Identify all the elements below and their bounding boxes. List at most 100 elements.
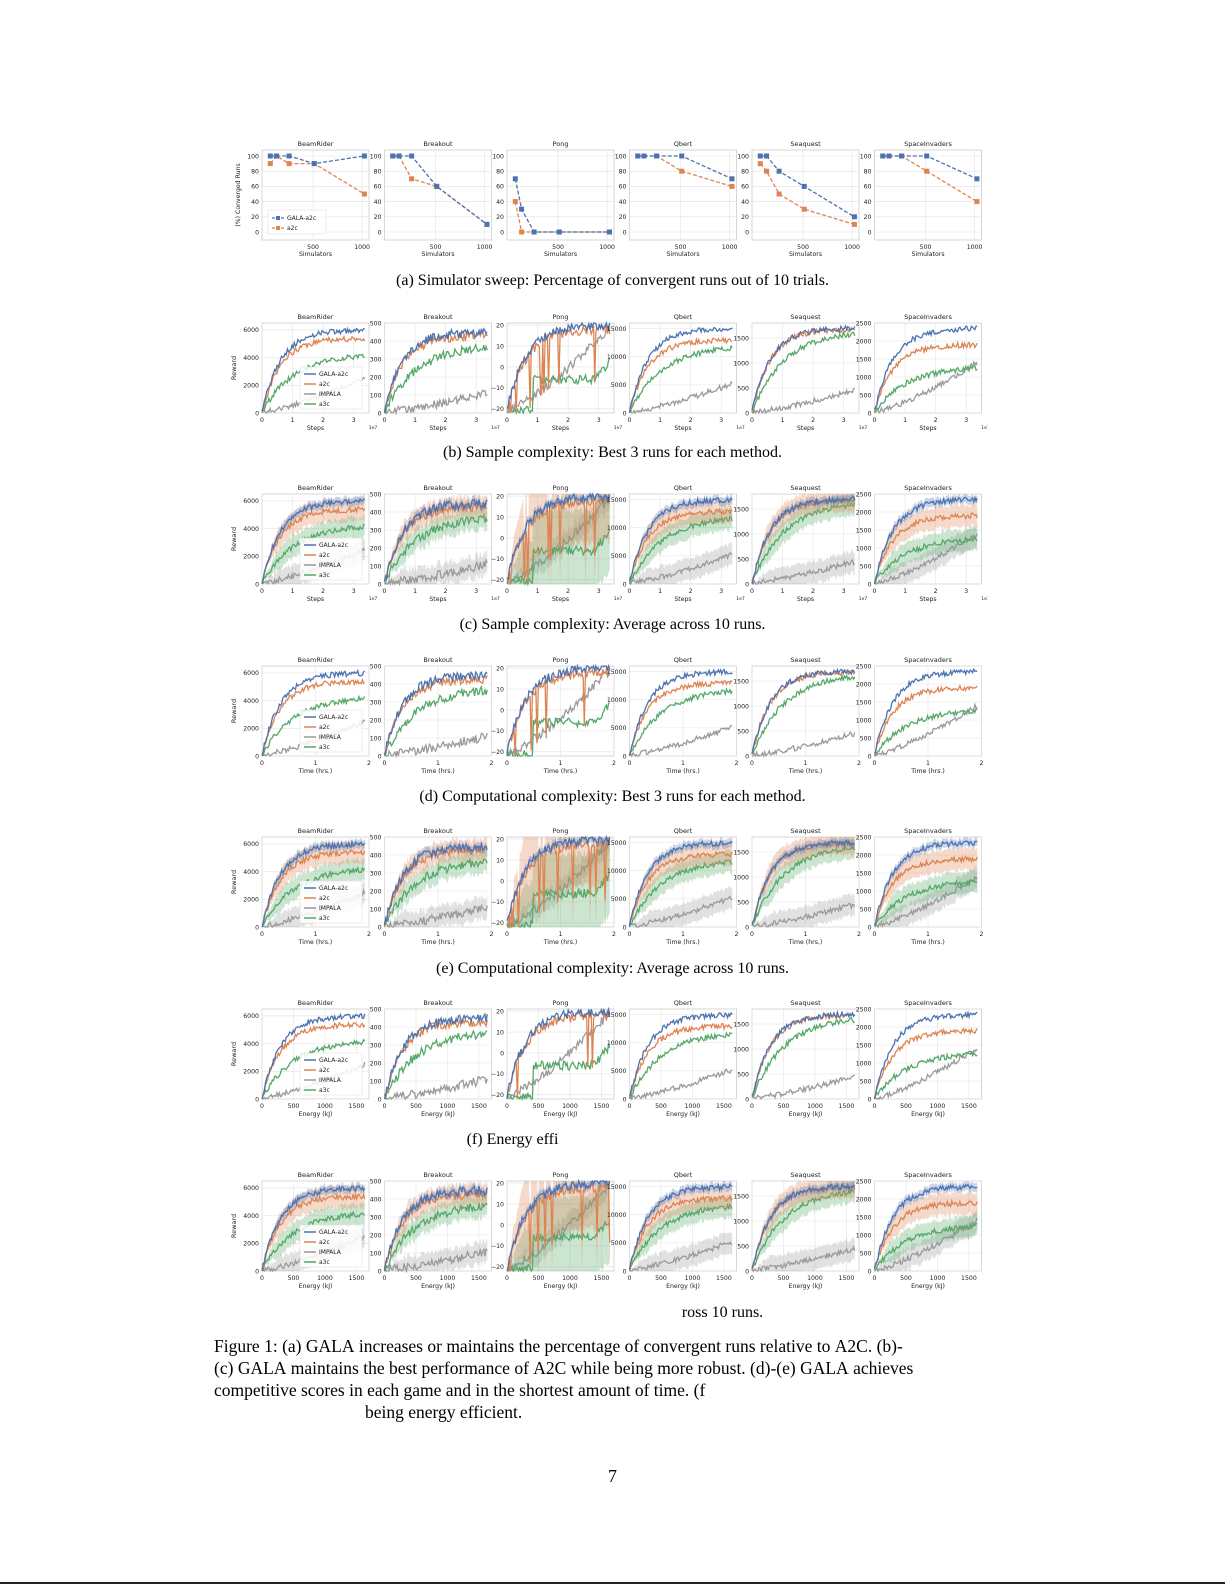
point-gala-a2c	[519, 206, 525, 212]
y-tick-label: 0	[745, 924, 749, 931]
point-gala-a2c	[654, 153, 660, 159]
y-tick-label: −20	[491, 749, 504, 756]
series-line-gala-a2c	[383, 498, 488, 582]
x-tick-label: 1	[413, 588, 417, 595]
band-impala	[629, 885, 733, 927]
legend-label: GALA-a2c	[319, 542, 348, 549]
y-tick-label: 1000	[733, 874, 749, 881]
x-tick-label: 1	[926, 760, 930, 767]
sci-note: 1e7	[736, 596, 745, 602]
series-line-gala-a2c	[751, 667, 856, 754]
point-gala-a2c	[267, 153, 273, 159]
y-tick-label: 2000	[243, 897, 259, 904]
series-line-a2c	[873, 683, 978, 757]
y-tick-label: 1500	[733, 849, 749, 856]
point-gala-a2c	[434, 183, 440, 189]
series-line-a2c	[383, 1017, 488, 1098]
series-line-gala-a2c	[751, 1182, 856, 1269]
series-line-a2c	[759, 163, 855, 226]
band-gala-a2c	[262, 494, 365, 584]
plot-frame	[874, 493, 982, 585]
y-tick-label: 20	[374, 214, 382, 221]
x-axis-label: Energy (kJ)	[911, 1283, 945, 1290]
y-tick-label: 2000	[856, 1024, 872, 1031]
panel-title: SpaceInvaders	[904, 999, 952, 1007]
y-tick-label: 6000	[243, 327, 259, 334]
y-tick-label: 500	[860, 906, 872, 913]
y-tick-label: 1000	[733, 531, 749, 538]
y-tick-label: 1000	[856, 545, 872, 552]
sci-note: 1e7	[369, 425, 378, 431]
y-tick-label: 60	[374, 184, 382, 191]
legend-label: GALA-a2c	[319, 1229, 348, 1236]
x-tick-label: 1	[681, 760, 685, 767]
point-gala-a2c	[880, 153, 886, 159]
panel-pong: Pong 0 20 40 60 80 100 500 1000 Simulators	[492, 140, 615, 258]
y-tick-label: 10000	[607, 868, 627, 875]
y-tick-label: 10000	[607, 525, 627, 532]
x-tick-label: 1500	[471, 1275, 487, 1282]
y-tick-label: 0	[868, 581, 872, 588]
band-impala	[384, 893, 488, 927]
y-tick-label: 100	[370, 392, 382, 399]
band-a2c	[752, 1181, 855, 1271]
y-tick-label: 200	[370, 888, 382, 895]
y-tick-label: 500	[860, 1078, 872, 1085]
point-a2c	[851, 221, 857, 227]
x-tick-label: 2	[857, 931, 861, 938]
panel-title: SpaceInvaders	[904, 1171, 952, 1179]
legend-label: a3c	[319, 1259, 330, 1266]
y-axis-label: (%) Converged Runs	[235, 163, 242, 226]
series-line-a3c	[261, 523, 366, 585]
y-axis-label: Reward	[230, 1214, 238, 1238]
point-gala-a2c	[974, 176, 980, 182]
y-tick-label: 15000	[607, 1012, 627, 1019]
y-tick-label: 500	[737, 385, 749, 392]
panel-title: BeamRider	[298, 1171, 334, 1179]
x-tick-label: 2	[490, 931, 494, 938]
x-axis-label: Time (hrs.)	[298, 939, 333, 946]
x-tick-label: 0	[628, 1275, 632, 1282]
series-line-gala-a2c	[261, 1185, 366, 1272]
series-line-gala-a2c	[261, 497, 365, 585]
panel-pong: Pong −20 −10 0 10 20 0 1 2 Time (hrs.)	[491, 827, 616, 946]
y-tick-label: 5000	[611, 553, 627, 560]
y-tick-label: 0	[623, 1096, 627, 1103]
y-tick-label: 60	[741, 184, 749, 191]
x-axis-label: Energy (kJ)	[789, 1283, 823, 1290]
x-tick-label: 1000	[930, 1103, 946, 1110]
sci-note: 1e7	[736, 425, 745, 431]
y-tick-label: 10000	[607, 354, 627, 361]
series-line-gala-a2c	[628, 326, 733, 414]
y-tick-label: 60	[251, 184, 259, 191]
x-axis-label: Steps	[919, 425, 936, 432]
series-line-impala	[874, 702, 978, 757]
legend: GALA-a2c a2c IMPALA a3c	[299, 709, 363, 753]
x-tick-label: 1500	[594, 1275, 610, 1282]
band-gala-a2c	[874, 1181, 978, 1269]
x-tick-label: 0	[383, 1103, 387, 1110]
legend-label: a2c	[287, 225, 298, 232]
series-line-gala-a2c	[261, 326, 365, 412]
series-line-a3c	[384, 513, 488, 584]
y-tick-label: 20	[619, 214, 627, 221]
series-line-gala-a2c	[506, 320, 611, 409]
band-gala-a2c	[752, 494, 855, 584]
x-tick-label: 1500	[716, 1275, 732, 1282]
x-tick-label: 2	[566, 417, 570, 424]
series-line-gala-a2c	[383, 1184, 488, 1272]
x-tick-label: 500	[288, 1103, 300, 1110]
panel-title: Breakout	[423, 827, 453, 835]
series-line-gala-a2c	[751, 324, 856, 410]
point-gala-a2c	[776, 168, 782, 174]
x-tick-label: 0	[260, 1275, 264, 1282]
series-line-gala-a2c	[506, 1006, 611, 1100]
x-tick-label: 500	[410, 1103, 422, 1110]
y-tick-label: 100	[370, 1250, 382, 1257]
y-tick-label: 2500	[856, 1006, 872, 1013]
point-a2c	[679, 168, 685, 174]
y-tick-label: 500	[370, 663, 382, 670]
y-tick-label: 2000	[243, 1069, 259, 1076]
x-tick-label: 0	[383, 588, 387, 595]
x-axis-label: Time (hrs.)	[298, 768, 333, 775]
